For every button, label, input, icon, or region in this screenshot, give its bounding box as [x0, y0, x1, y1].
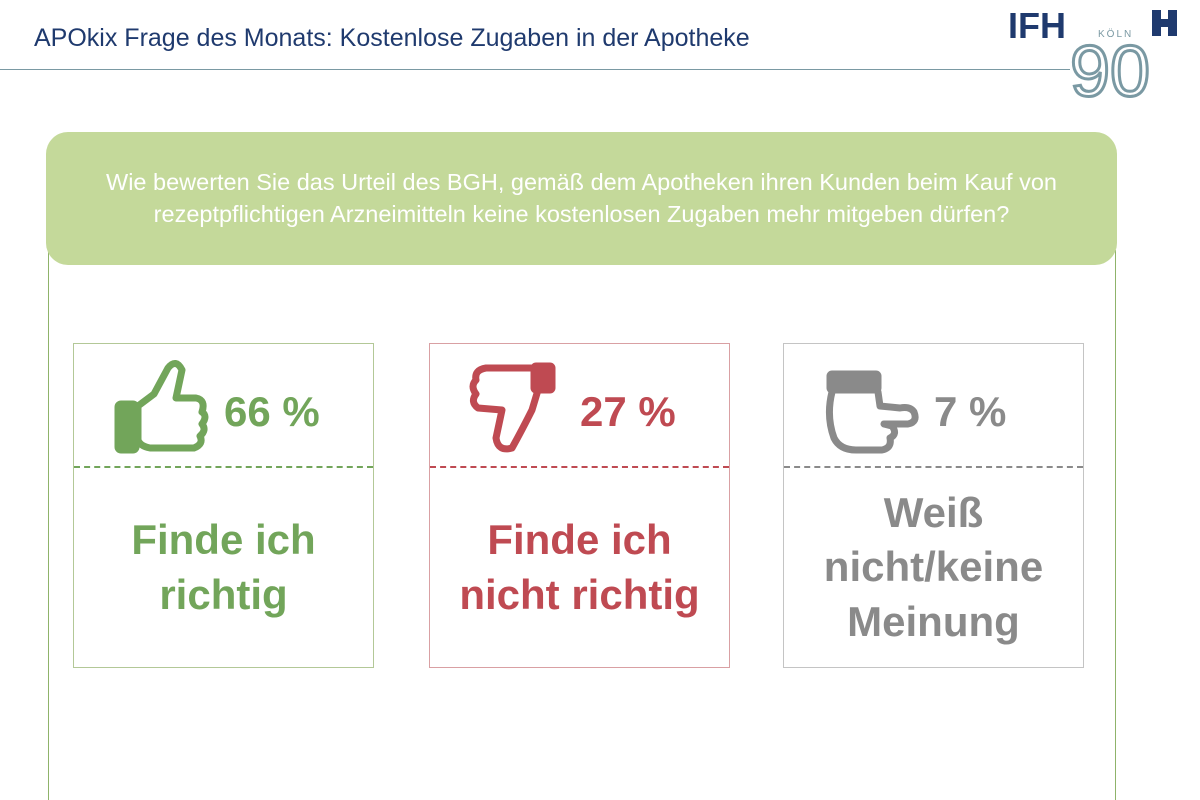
thumbs-up-icon — [114, 360, 209, 454]
percentage-value: 66 % — [224, 388, 320, 435]
card-divider — [430, 466, 729, 468]
answer-card-positive: 66 % Finde ich richtig — [73, 343, 374, 668]
answer-card-negative: 27 % Finde ich nicht richtig — [429, 343, 730, 668]
thumb-sideways-icon — [825, 370, 919, 454]
card-divider — [74, 466, 373, 468]
percentage-value: 27 % — [580, 388, 676, 435]
ifh-logo: IFH KÖLN 90 — [1008, 5, 1177, 102]
question-banner: Wie bewerten Sie das Urteil des BGH, gem… — [46, 132, 1117, 265]
answer-card-neutral: 7 % Weiß nicht/keine Meinung — [783, 343, 1084, 668]
title-divider — [0, 69, 1070, 70]
page-title: APOkix Frage des Monats: Kostenlose Zuga… — [34, 24, 750, 52]
content-frame-right-border — [1115, 250, 1116, 800]
content-frame-left-border — [48, 250, 49, 800]
thumbs-down-icon — [469, 362, 556, 453]
percentage-value: 7 % — [934, 388, 1007, 435]
svg-text:90: 90 — [1070, 32, 1150, 102]
svg-text:IFH: IFH — [1008, 5, 1066, 46]
answer-label: Finde ich richtig — [131, 515, 316, 618]
card-divider — [784, 466, 1083, 468]
answer-label: Weiß nicht/keine Meinung — [823, 488, 1044, 645]
question-text: Wie bewerten Sie das Urteil des BGH, gem… — [106, 169, 1057, 227]
svg-text:KÖLN: KÖLN — [1098, 28, 1133, 40]
answer-label: Finde ich nicht richtig — [459, 515, 700, 618]
